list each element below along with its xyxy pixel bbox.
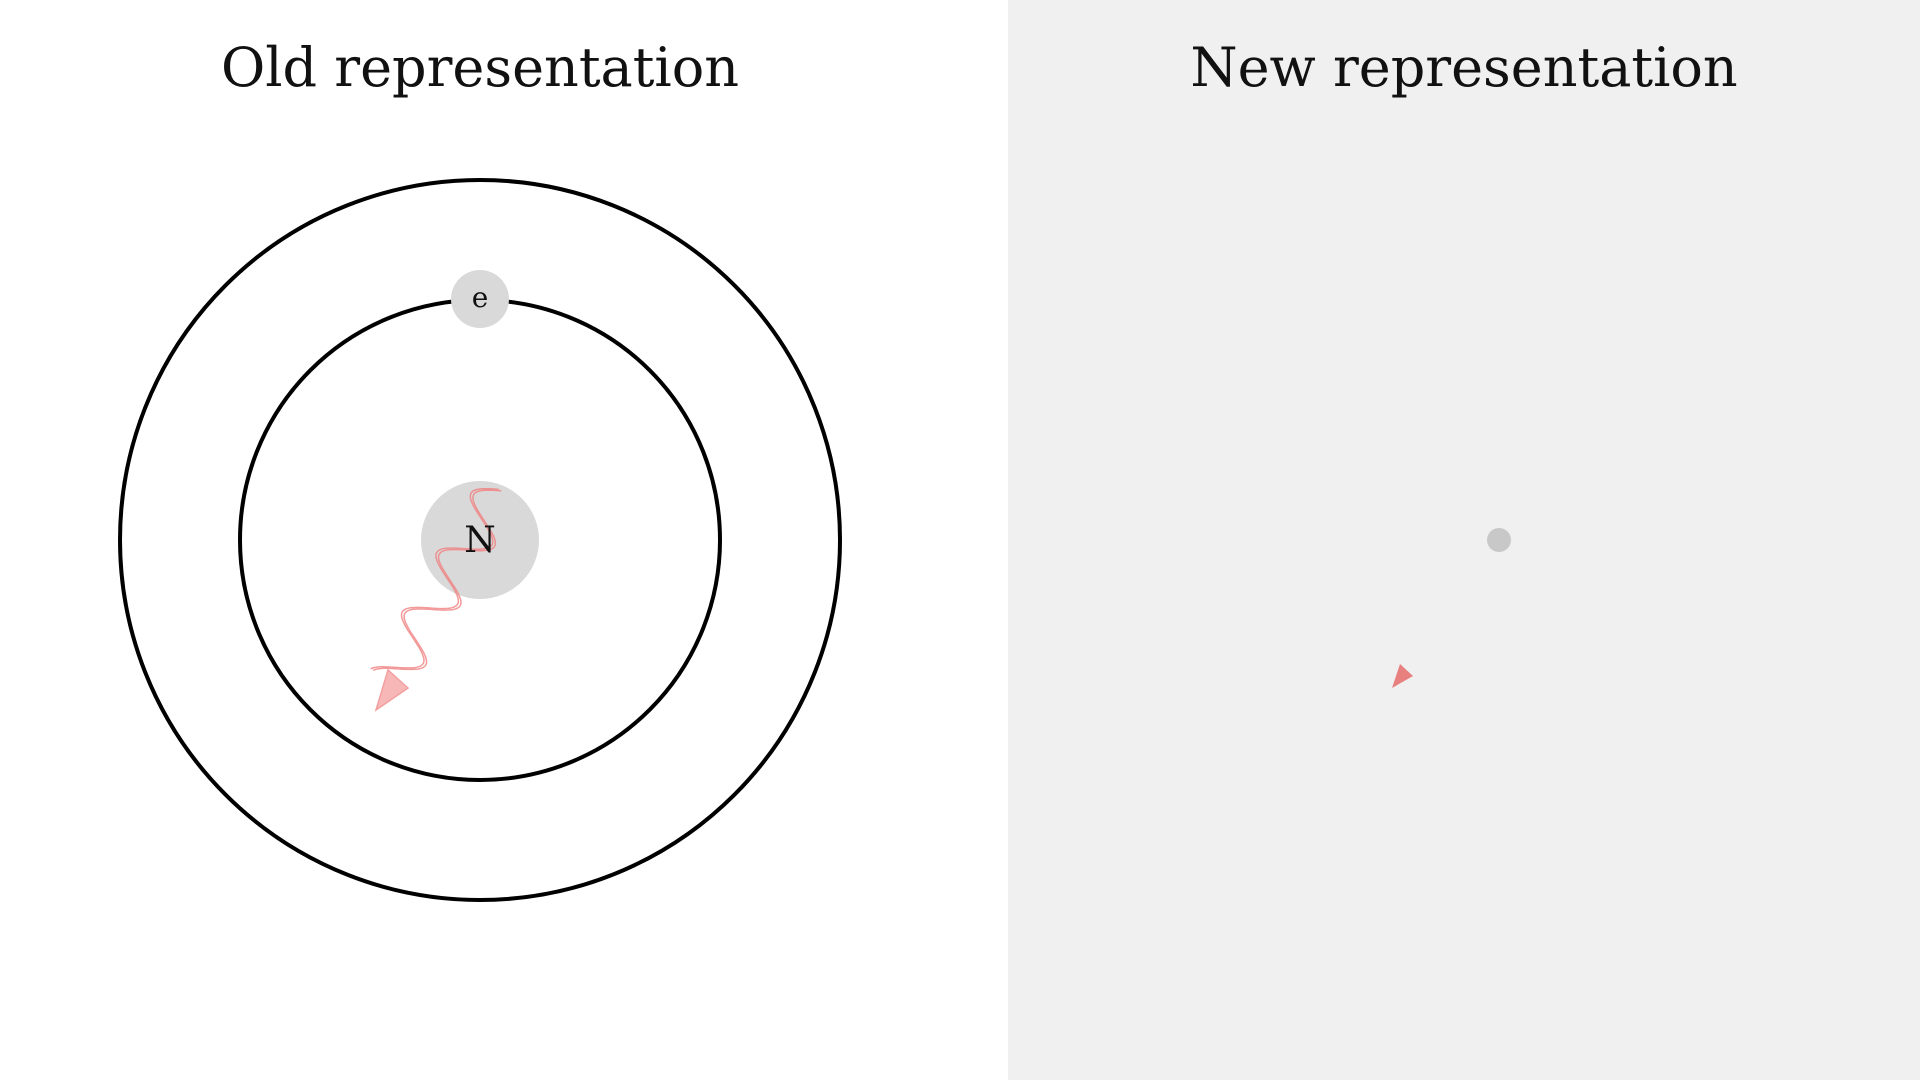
new-representation-panel: New representation [1008, 0, 1920, 1080]
old-representation-panel: Old representation [221, 36, 739, 99]
old-panel-title: Old representation [221, 36, 739, 99]
new-panel-title: New representation [1190, 36, 1738, 99]
